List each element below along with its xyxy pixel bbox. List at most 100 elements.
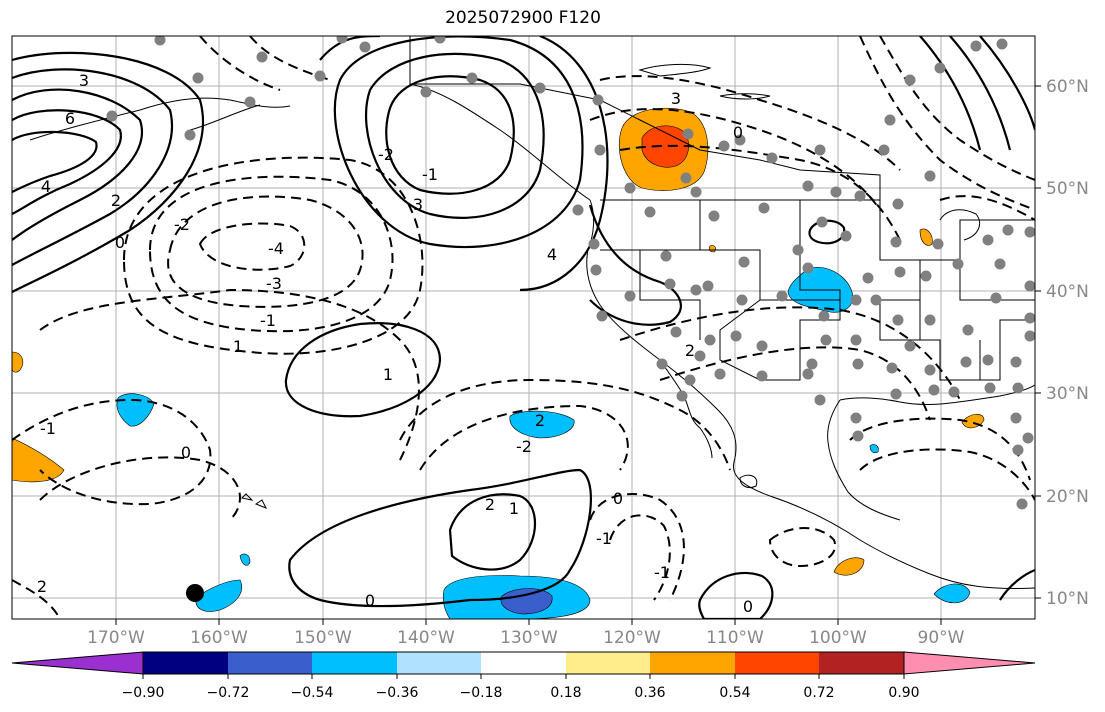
contour-label: 2 [111,191,121,210]
colorbar-segment [312,652,397,674]
station-dot [336,36,348,44]
station-dot [572,204,584,216]
colorbar-tick-label: 0.72 [803,685,834,701]
contour-label: -1 [422,165,438,184]
station-markers [106,36,1035,510]
station-dot [644,206,656,218]
contour-label: -2 [516,437,532,456]
station-dot [758,202,770,214]
lat-tick-label: 40°N [1046,282,1089,302]
station-dot [1024,312,1035,324]
station-dot [682,128,694,140]
station-dot [850,412,862,424]
contour-label: 4 [41,177,51,196]
station-dot [1022,432,1034,444]
station-dot [256,51,268,63]
colorbar-segment [397,652,481,674]
station-dot [802,262,814,274]
station-dot [192,72,204,84]
lat-tick-label: 50°N [1046,179,1089,199]
contour-label: -2 [378,145,394,164]
station-dot [1002,224,1014,236]
station-dot [830,186,842,198]
colorbar-tick-label: −0.18 [460,685,503,701]
station-dot [806,358,818,370]
hawaii-marker [186,584,204,602]
lat-tick-label: 30°N [1046,384,1089,404]
strong-negative-anomaly-bottom [500,588,553,615]
station-dot [656,358,668,370]
negative-anomaly-hawaii [195,579,242,612]
contour-label: -2 [174,215,190,234]
station-dot [952,258,964,270]
contour-label: 1 [233,337,243,356]
map-border [11,35,1036,620]
lat-tick-label: 10°N [1046,589,1089,609]
lon-tick-label: 130°W [500,628,558,648]
positive-anomaly-central-america [833,557,865,576]
station-dot [420,86,432,98]
station-dot [596,310,608,322]
station-dot [862,272,874,284]
station-dot [904,340,916,352]
colorbar-tick-label: −0.54 [291,685,334,701]
colorbar-segment [143,652,228,674]
lon-tick-label: 110°W [706,628,764,648]
map-frame [12,36,1035,619]
contour-label: 2 [535,411,545,430]
lon-tick-label: 100°W [809,628,867,648]
station-dot [434,36,446,44]
station-dot [948,386,960,398]
contour-label: -1 [40,419,56,438]
contour-label: 3 [413,195,423,214]
station-dot [690,186,702,198]
station-dot [994,258,1006,270]
station-dot [734,134,746,146]
station-dot [884,114,896,126]
contour-label: -1 [654,563,670,582]
colorbar-segment [481,652,566,674]
station-dot [924,364,936,376]
strong-positive-anomaly-bc [641,125,689,168]
contour-label: 0 [181,443,191,462]
station-dot [694,350,706,362]
station-dot [704,334,716,346]
coastlines [29,36,1035,589]
station-dot [624,290,636,302]
contour-label: 2 [685,341,695,360]
station-dot [1010,356,1022,368]
station-dot [924,314,936,326]
station-dot [852,358,864,370]
station-dot [990,292,1002,304]
station-dot [690,284,702,296]
lon-tick-label: 160°W [190,628,248,648]
station-dot [756,370,768,382]
station-dot [184,129,196,141]
contour-label: -1 [260,311,276,330]
station-dot [890,388,902,400]
axis-ticks [115,85,1041,625]
station-dot [820,334,832,346]
station-dot [892,198,904,210]
station-dot [850,334,862,346]
contour-label: -4 [268,239,284,258]
negative-anomaly-130w [509,410,575,439]
station-dot [878,144,890,156]
colorbar-tick-label: 0.36 [634,685,665,701]
station-dot [982,354,994,366]
station-dot [924,170,936,182]
station-dot [854,190,866,202]
lon-tick-label: 90°W [918,628,965,648]
longitude-labels: 170°W 160°W 150°W 140°W 130°W 120°W 110°W 100°W… [87,628,965,648]
station-dot [244,96,256,108]
station-dot [664,278,676,290]
station-dot [904,74,916,86]
station-dot [996,38,1008,50]
station-dot [802,180,814,192]
lon-tick-label: 150°W [294,628,352,648]
station-dot [814,144,826,156]
lon-tick-label: 140°W [397,628,455,648]
colorbar-border [142,651,905,675]
station-dot [106,110,118,122]
